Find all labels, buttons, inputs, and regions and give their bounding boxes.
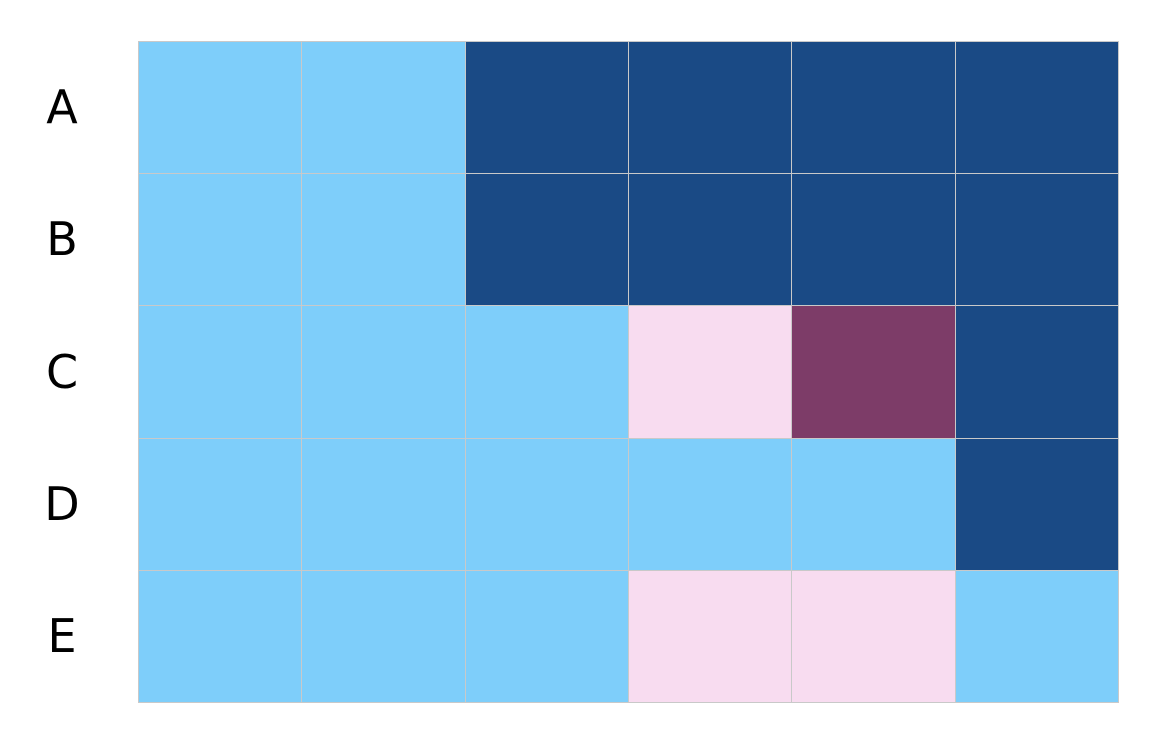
heatmap-cell-c-2: [301, 305, 466, 439]
heatmap-cell-e-3: [464, 569, 629, 703]
heatmap-cell-a-6: [954, 41, 1119, 175]
heatmap-cell-e-2: [301, 569, 466, 703]
heatmap-cell-e-1: [138, 569, 303, 703]
heatmap-cell-b-2: [301, 173, 466, 307]
heatmap-cell-b-1: [138, 173, 303, 307]
row-label-a: A: [46, 80, 78, 135]
heatmap-cell-a-4: [628, 41, 793, 175]
heatmap-cell-c-3: [464, 305, 629, 439]
row-label-d: D: [44, 476, 80, 531]
heatmap-cell-d-3: [464, 437, 629, 571]
heatmap-cell-d-2: [301, 437, 466, 571]
heatmap-cell-b-4: [628, 173, 793, 307]
heatmap-cell-b-5: [791, 173, 956, 307]
heatmap-cell-a-5: [791, 41, 956, 175]
heatmap-cell-c-1: [138, 305, 303, 439]
row-label-b: B: [46, 212, 78, 267]
heatmap-cell-a-1: [138, 41, 303, 175]
heatmap-cell-d-1: [138, 437, 303, 571]
heatmap-cell-a-2: [301, 41, 466, 175]
heatmap-cell-a-3: [464, 41, 629, 175]
heatmap-cell-d-5: [791, 437, 956, 571]
row-label-e: E: [47, 608, 77, 663]
heatmap-cell-e-5: [791, 569, 956, 703]
heatmap-cell-e-4: [628, 569, 793, 703]
heatmap-cell-c-6: [954, 305, 1119, 439]
heatmap-cell-e-6: [954, 569, 1119, 703]
heatmap-cell-c-4: [628, 305, 793, 439]
heatmap-cell-d-4: [628, 437, 793, 571]
heatmap-cell-d-6: [954, 437, 1119, 571]
heatmap-cell-b-6: [954, 173, 1119, 307]
heatmap-cell-c-5: [791, 305, 956, 439]
row-label-c: C: [45, 344, 79, 399]
heatmap-cell-b-3: [464, 173, 629, 307]
